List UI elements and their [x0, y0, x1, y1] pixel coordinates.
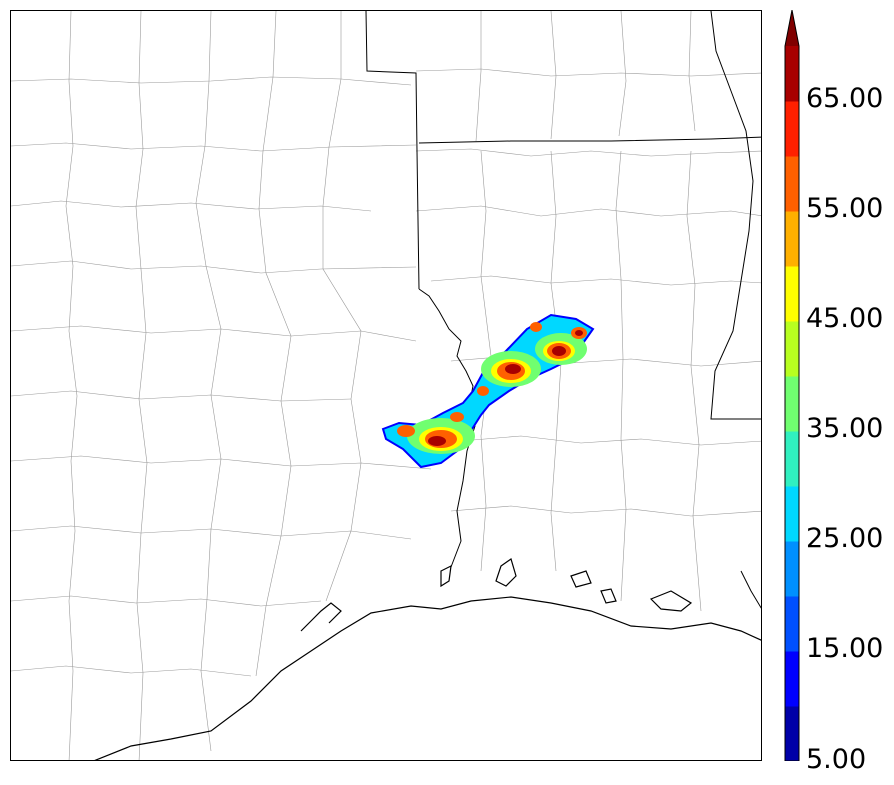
colorbar-label-15: 15.00: [806, 633, 884, 664]
storm-cell: [397, 425, 415, 437]
colorbar-segment: [785, 486, 799, 542]
colorbar-label-35: 35.00: [806, 413, 884, 444]
colorbar-label-65: 65.00: [806, 83, 884, 114]
reflectivity-storm-cells: [381, 313, 595, 469]
reflectivity-colorbar: [784, 10, 800, 761]
colorbar-outline: [784, 10, 800, 761]
colorbar-label-55: 55.00: [806, 193, 884, 224]
storm-cell: [450, 412, 464, 422]
colorbar-segment: [785, 431, 799, 487]
colorbar-label-5: 5.00: [806, 744, 867, 775]
storm-cell: [477, 386, 489, 396]
colorbar-segment: [785, 651, 799, 707]
map-canvas: [11, 11, 761, 760]
storm-cell: [505, 364, 521, 374]
colorbar-segment: [785, 321, 799, 377]
storm-cell: [530, 322, 542, 332]
colorbar-segment: [785, 706, 799, 761]
colorbar-segment: [785, 596, 799, 652]
colorbar-segment: [785, 101, 799, 157]
colorbar-extend-arrow: [785, 10, 799, 46]
radar-map: [10, 10, 762, 761]
colorbar-segment: [785, 46, 799, 102]
colorbar-label-25: 25.00: [806, 523, 884, 554]
colorbar-segment: [785, 211, 799, 267]
storm-cell: [552, 346, 566, 356]
colorbar-segment: [785, 156, 799, 212]
colorbar-segment: [785, 541, 799, 597]
colorbar-segment: [785, 376, 799, 432]
storm-cell: [428, 436, 446, 446]
colorbar-segment: [785, 266, 799, 322]
coastline: [94, 558, 761, 760]
county-boundaries: [11, 11, 761, 760]
state-boundaries: [365, 11, 761, 609]
storm-cell: [575, 330, 583, 336]
colorbar-label-45: 45.00: [806, 303, 884, 334]
